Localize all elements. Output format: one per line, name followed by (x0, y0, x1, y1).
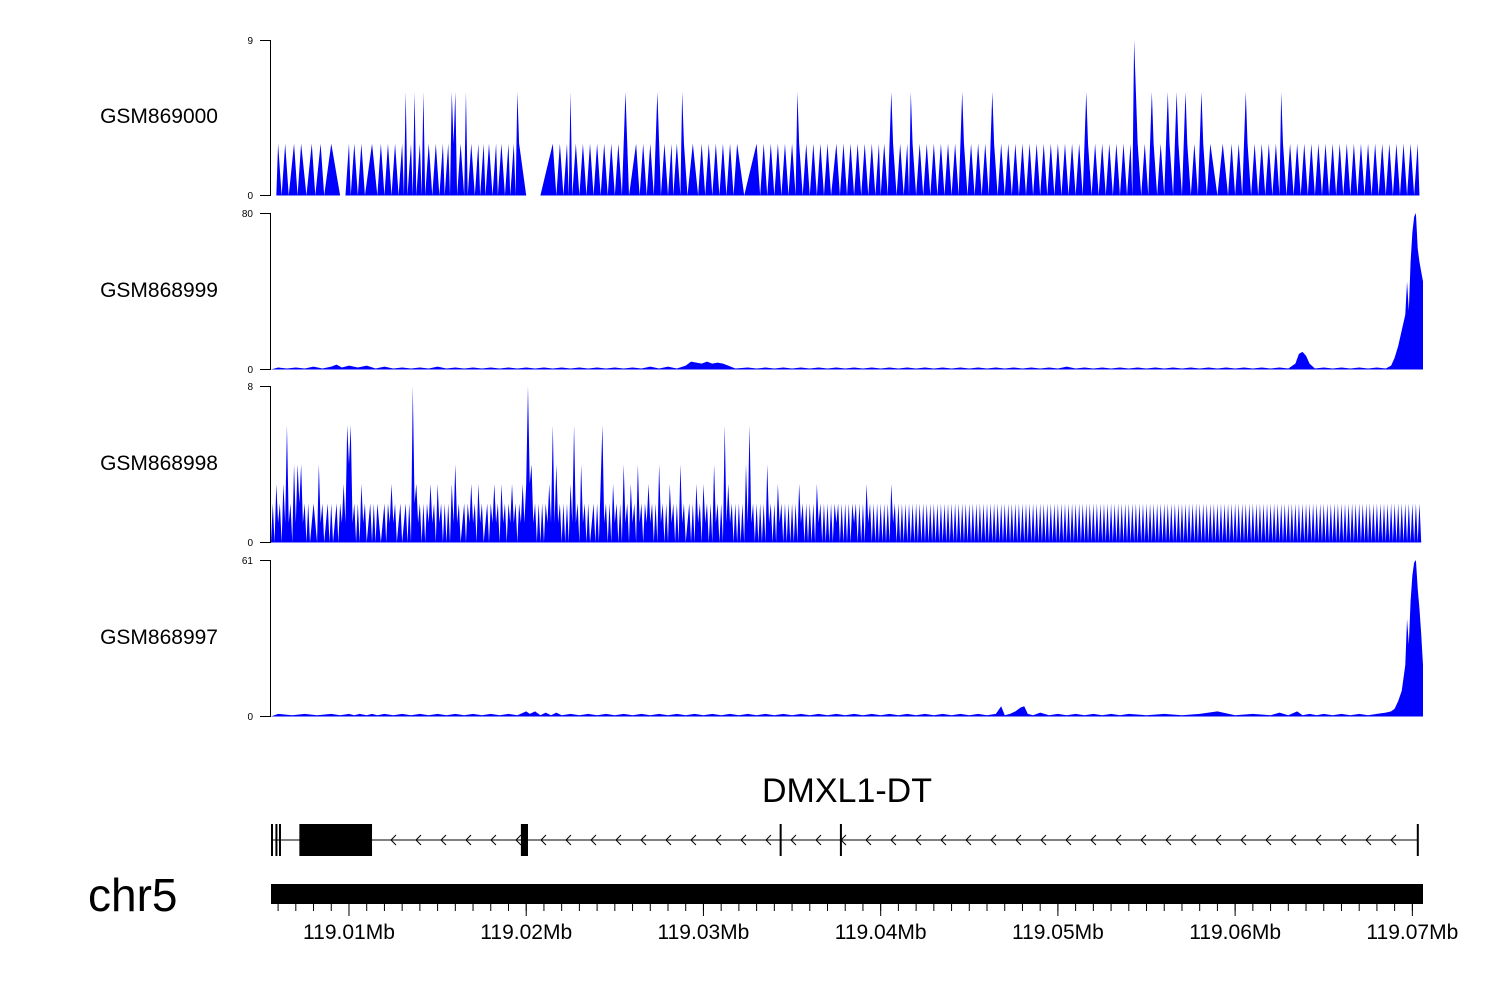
axis-major-ticks: 119.01Mb 119.02Mb 119.03Mb 119.04Mb 119.05Mb… (303, 904, 1458, 944)
gene-strand-arrows (390, 834, 1397, 846)
chromosome-label: chr5 (88, 869, 177, 921)
track-2: GSM868998 8 0 (100, 382, 1422, 549)
track-1-ymin-label: 0 (247, 365, 253, 376)
track-1-label: GSM868999 (100, 279, 218, 302)
exon-2 (278, 824, 281, 856)
strand-arrow (390, 834, 397, 846)
track-0-signal-area (276, 40, 1420, 196)
strand-arrow (1190, 834, 1197, 846)
strand-arrow (1040, 834, 1047, 846)
strand-arrow (790, 834, 797, 846)
track-2-ymin-label: 0 (247, 538, 253, 549)
exon-4 (520, 824, 528, 856)
x-tick-label-5: 119.06Mb (1189, 921, 1281, 944)
strand-arrow (590, 834, 597, 846)
strand-arrow (565, 834, 572, 846)
track-3-label: GSM868997 (100, 626, 218, 649)
track-0: GSM869000 9 0 (100, 36, 1420, 202)
x-tick-label-3: 119.04Mb (835, 921, 927, 944)
strand-arrow (1390, 834, 1397, 846)
track-3-signal-area (271, 560, 1423, 717)
track-1: GSM868999 80 0 (100, 209, 1423, 376)
track-3: GSM868997 61 0 (100, 556, 1423, 723)
strand-arrow (640, 834, 647, 846)
track-3-ymin-label: 0 (247, 712, 253, 723)
x-tick-label-1: 119.02Mb (480, 921, 572, 944)
strand-arrow (965, 834, 972, 846)
track-1-signal-area (271, 213, 1423, 370)
strand-arrow (1265, 834, 1272, 846)
axis-minor-ticks (277, 904, 1413, 911)
track-0-ymin-label: 0 (247, 191, 253, 202)
gene-label: DMXL1-DT (762, 772, 932, 810)
track-2-ymax-label: 8 (247, 382, 253, 393)
strand-arrow (815, 834, 822, 846)
strand-arrow (1315, 834, 1322, 846)
track-0-ymax-label: 9 (247, 36, 253, 47)
track-2-label: GSM868998 (100, 452, 218, 475)
chromosome-bar (271, 884, 1423, 904)
strand-arrow (1215, 834, 1222, 846)
chromosome-axis: chr5 119.01Mb 119.02Mb 119.03Mb 119.04Mb 119… (88, 869, 1458, 944)
strand-arrow (890, 834, 897, 846)
strand-arrow (1365, 834, 1372, 846)
strand-arrow (1140, 834, 1147, 846)
strand-arrow (440, 834, 447, 846)
x-tick-label-0: 119.01Mb (303, 921, 395, 944)
strand-arrow (990, 834, 997, 846)
x-tick-label-4: 119.05Mb (1012, 921, 1104, 944)
strand-arrow (690, 834, 697, 846)
strand-arrow (615, 834, 622, 846)
strand-arrow (915, 834, 922, 846)
track-1-ymax-label: 80 (242, 209, 254, 220)
strand-arrow (1065, 834, 1072, 846)
strand-arrow (490, 834, 497, 846)
strand-arrow (940, 834, 947, 846)
gene-model: DMXL1-DT (271, 772, 1419, 856)
strand-arrow (465, 834, 472, 846)
exon-6 (839, 824, 842, 856)
strand-arrow (415, 834, 422, 846)
track-2-signal-area (271, 386, 1422, 543)
strand-arrow (1165, 834, 1172, 846)
exon-5 (779, 824, 782, 856)
strand-arrow (665, 834, 672, 846)
strand-arrow (1290, 834, 1297, 846)
exon-7 (1416, 824, 1419, 856)
strand-arrow (1115, 834, 1122, 846)
strand-arrow (765, 834, 772, 846)
gene-exons (271, 824, 1419, 856)
x-tick-label-6: 119.07Mb (1366, 921, 1458, 944)
strand-arrow (540, 834, 547, 846)
strand-arrow (865, 834, 872, 846)
exon-3 (299, 824, 373, 856)
strand-arrow (1015, 834, 1022, 846)
strand-arrow (740, 834, 747, 846)
strand-arrow (515, 834, 522, 846)
strand-arrow (1090, 834, 1097, 846)
strand-arrow (715, 834, 722, 846)
exon-0 (271, 824, 273, 856)
strand-arrow (1340, 834, 1347, 846)
strand-arrow (1240, 834, 1247, 846)
exon-1 (275, 824, 278, 856)
x-tick-label-2: 119.03Mb (658, 921, 750, 944)
track-0-label: GSM869000 (100, 105, 218, 128)
track-3-ymax-label: 61 (242, 556, 254, 567)
